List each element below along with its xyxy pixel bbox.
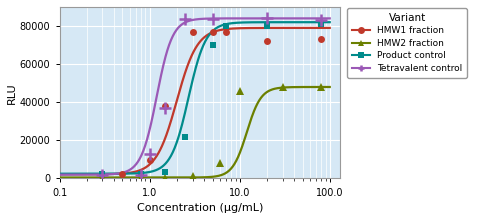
X-axis label: Concentration (μg/mL): Concentration (μg/mL) (136, 203, 263, 213)
Legend: HMW1 fraction, HMW2 fraction, Product control, Tetravalent control: HMW1 fraction, HMW2 fraction, Product co… (348, 8, 467, 77)
Y-axis label: RLU: RLU (7, 82, 17, 104)
